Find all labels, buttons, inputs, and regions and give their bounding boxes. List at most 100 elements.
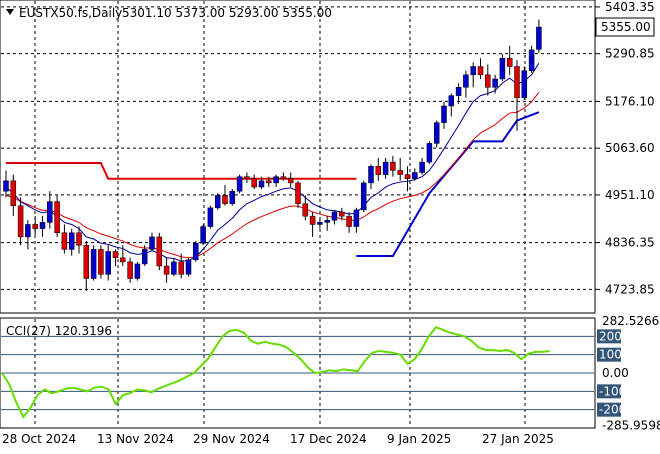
candle-body (178, 261, 184, 275)
candle-body (390, 161, 396, 171)
candle-body (317, 222, 323, 225)
candle-body (229, 190, 236, 204)
time-tick-label: 29 Nov 2024 (193, 432, 270, 446)
candle-body (295, 182, 301, 204)
candle-body (528, 49, 535, 71)
candle-body (506, 57, 513, 67)
slow-ema-line (5, 91, 540, 259)
candle-body (10, 180, 17, 207)
candle-body (346, 215, 352, 227)
candle-body (448, 95, 455, 107)
candle-body (375, 166, 382, 175)
candle-body (47, 201, 53, 223)
candle-body (404, 174, 411, 179)
candle-body (105, 251, 111, 275)
candle-body (258, 180, 265, 188)
candle-body (3, 180, 9, 192)
candle-body (134, 263, 141, 279)
candle-body (280, 176, 287, 179)
time-tick-label: 9 Jan 2025 (387, 432, 451, 446)
candle-body (156, 236, 163, 267)
candle-body (54, 201, 60, 234)
candle-body (433, 122, 440, 144)
cci-tick-label: -100 (599, 384, 626, 398)
candle-body (98, 249, 104, 275)
cci-line (1, 325, 550, 419)
candle-body (339, 211, 345, 217)
price-tick-label: 5063.60 (605, 141, 655, 155)
candle-body (200, 226, 206, 244)
candle-body (61, 232, 68, 250)
price-tick-label: 5403.35 (605, 0, 655, 14)
candle-body (39, 222, 46, 229)
candle-body (185, 259, 192, 275)
candle-body (207, 207, 214, 227)
candle-body (419, 161, 425, 173)
grid-lines (1, 1, 594, 427)
candle-body (412, 172, 418, 179)
last-price-box (595, 17, 655, 37)
candle-body (287, 178, 294, 184)
cci-tick-label: 100 (599, 348, 622, 362)
price-tick-label: 5290.85 (605, 47, 655, 61)
candle-body (214, 195, 221, 209)
candle-body (521, 70, 528, 98)
candle-body (171, 261, 177, 275)
candle-body (302, 203, 309, 217)
cci-level-badge (597, 384, 621, 399)
candle-body (76, 232, 82, 246)
candle-body (463, 74, 469, 88)
candle-body (141, 249, 148, 265)
price-tick-label: 4836.35 (605, 236, 655, 250)
candle-body (331, 211, 338, 221)
candles (3, 19, 542, 291)
candle-body (251, 178, 257, 188)
price-tick-label: 5176.10 (605, 94, 655, 108)
candle-body (353, 209, 360, 227)
cci-tick-label: -285.9598 (602, 418, 660, 432)
candle-body (222, 195, 228, 204)
candle-body (536, 26, 542, 50)
candle-body (455, 87, 462, 96)
candle-body (324, 220, 330, 223)
candle-body (149, 236, 155, 250)
candle-body (17, 205, 24, 238)
resistance-stop-line (6, 161, 357, 180)
price-tick-label: 4951.10 (605, 188, 655, 202)
candle-body (266, 180, 272, 184)
candle-body (426, 143, 433, 163)
time-tick-label: 13 Nov 2024 (97, 432, 174, 446)
fast-ema-line (5, 62, 540, 262)
cci-level-badge (597, 347, 621, 362)
candle-body (492, 78, 498, 88)
candle-body (360, 182, 367, 211)
candle-body (83, 244, 90, 279)
candle-body (470, 66, 476, 76)
symbol-label: EUSTX50.fs,Daily (19, 6, 122, 20)
candle-body (514, 66, 520, 98)
candle-body (68, 232, 75, 250)
last-price-label: 5355.00 (601, 20, 651, 34)
time-axis: 28 Oct 2024 13 Nov 2024 29 Nov 2024 17 Dec … (2, 432, 554, 446)
candle-body (309, 215, 316, 225)
ohlc-readout: 5301.10 5373.00 5293.00 5355.00 (122, 6, 332, 20)
candle-body (163, 265, 170, 275)
candle-body (236, 176, 243, 192)
time-tick-label: 17 Dec 2024 (290, 432, 367, 446)
cci-level-badge (597, 402, 621, 417)
candle-body (193, 242, 199, 261)
candle-body (382, 161, 389, 175)
candle-body (397, 170, 403, 175)
cci-tick-label: -200 (599, 403, 626, 417)
cci-title: CCI(27) 120.3196 (6, 324, 112, 338)
moving-averages (5, 62, 540, 262)
price-panel (0, 0, 596, 314)
collapse-triangle-icon[interactable] (6, 9, 14, 15)
candle-body (368, 166, 374, 184)
candle-body (485, 74, 491, 88)
candle-body (90, 249, 97, 279)
cci-tick-label: 0.00 (602, 366, 629, 380)
